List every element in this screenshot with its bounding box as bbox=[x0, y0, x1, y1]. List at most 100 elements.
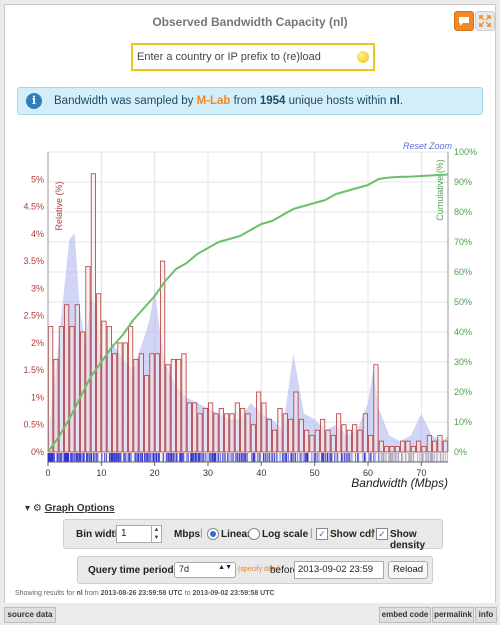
info-text-mid: from bbox=[230, 95, 260, 107]
histogram-bar bbox=[117, 342, 123, 453]
date-value: 2013-09-02 23:59 bbox=[298, 564, 374, 575]
histogram-bar bbox=[314, 429, 320, 453]
source-data-button[interactable]: source data bbox=[4, 607, 56, 623]
x-tick-label: 50 bbox=[310, 468, 320, 478]
search-go-icon[interactable] bbox=[357, 51, 369, 63]
status-to-word: to bbox=[182, 590, 193, 597]
histogram-bar bbox=[154, 353, 160, 453]
histogram-bar bbox=[389, 446, 395, 453]
linear-radio[interactable] bbox=[207, 528, 219, 540]
graph-options-toggle[interactable]: ▾ ⚙ Graph Options bbox=[25, 503, 115, 514]
y-tick-label-left: 4.5% bbox=[23, 202, 44, 212]
search-box bbox=[131, 43, 375, 71]
query-time-panel: Query time period: 7d ▲▼ (specify date) … bbox=[77, 556, 433, 584]
histogram-bar bbox=[341, 424, 347, 453]
y-tick-label-right: 40% bbox=[454, 327, 472, 337]
status-country: nl bbox=[76, 590, 83, 597]
log-scale-radio[interactable] bbox=[248, 528, 260, 540]
histogram-bar bbox=[234, 402, 240, 453]
status-from-word: from bbox=[82, 590, 101, 597]
y-tick-label-right: 90% bbox=[454, 177, 472, 187]
reset-zoom-button[interactable]: Reset Zoom bbox=[403, 141, 453, 151]
y-tick-label-right: 80% bbox=[454, 207, 472, 217]
histogram-bar bbox=[384, 446, 390, 453]
histogram-bar bbox=[362, 413, 368, 453]
histogram-bar bbox=[149, 353, 155, 453]
y-axis-label-right: Cumulative (%) bbox=[435, 159, 445, 221]
histogram-bar bbox=[336, 413, 342, 453]
date-input[interactable]: 2013-09-02 23:59 bbox=[294, 561, 384, 579]
histogram-layer bbox=[48, 173, 448, 453]
histogram-bar bbox=[218, 407, 224, 453]
y-tick-label-right: 30% bbox=[454, 357, 472, 367]
comment-button[interactable] bbox=[454, 11, 474, 31]
y-tick-label-left: 3% bbox=[31, 283, 44, 293]
histogram-bar bbox=[58, 326, 64, 453]
y-tick-label-right: 50% bbox=[454, 297, 472, 307]
status-pre: Showing results for bbox=[15, 590, 77, 597]
y-tick-label-left: 1% bbox=[31, 392, 44, 402]
histogram-bar bbox=[250, 424, 256, 453]
histogram-bar bbox=[240, 407, 246, 453]
histogram-bar bbox=[400, 440, 406, 453]
histogram-bar bbox=[165, 364, 171, 453]
histogram-bar bbox=[357, 429, 363, 453]
histogram-bar bbox=[304, 429, 310, 453]
histogram-bar bbox=[101, 320, 107, 453]
status-from: 2013-08-26 23:59:58 UTC bbox=[100, 590, 183, 597]
histogram-bar bbox=[421, 446, 427, 453]
histogram-bar bbox=[106, 326, 112, 453]
histogram-bar bbox=[197, 413, 203, 453]
histogram-bar bbox=[96, 293, 102, 453]
y-tick-label-left: 0.5% bbox=[23, 420, 44, 430]
y-tick-label-right: 60% bbox=[454, 267, 472, 277]
info-banner: i Bandwidth was sampled by M-Lab from 19… bbox=[17, 87, 483, 115]
histogram-bar bbox=[426, 435, 432, 453]
histogram-bar bbox=[64, 304, 70, 453]
embed-code-button[interactable]: embed code bbox=[379, 607, 431, 623]
show-density-checkbox[interactable]: ✓ bbox=[376, 528, 388, 540]
histogram-bar bbox=[128, 326, 134, 453]
histogram-bar bbox=[144, 375, 150, 453]
country-code: nl bbox=[389, 95, 400, 107]
select-arrows-icon: ▲▼ bbox=[218, 564, 232, 571]
search-input[interactable] bbox=[135, 47, 349, 67]
histogram-bar bbox=[416, 440, 422, 453]
histogram-bar bbox=[85, 266, 91, 453]
histogram-bar bbox=[181, 353, 187, 453]
linear-label: Linear bbox=[221, 529, 252, 540]
info-button[interactable]: info bbox=[475, 607, 497, 623]
x-tick-label: 0 bbox=[45, 468, 50, 478]
histogram-bar bbox=[437, 435, 443, 453]
y-axis-label-left: Relative (%) bbox=[54, 181, 64, 230]
show-cdf-checkbox[interactable]: ✓ bbox=[316, 528, 328, 540]
histogram-bar bbox=[378, 440, 384, 453]
info-text-end: . bbox=[399, 95, 404, 107]
graph-options-label[interactable]: Graph Options bbox=[44, 503, 115, 514]
histogram-bar bbox=[69, 326, 75, 453]
bin-width-value: 1 bbox=[121, 528, 127, 539]
separator: | bbox=[310, 528, 313, 539]
histogram-bar bbox=[272, 429, 278, 453]
rug-background bbox=[48, 453, 448, 462]
histogram-bar bbox=[245, 413, 251, 453]
show-density-label: Show density bbox=[390, 529, 426, 551]
bandwidth-chart[interactable]: 0 10 20 30 40 50 60 70 0% 0.5% 1% 1.5% 2% 2.5% 3% 3.5% 4… bbox=[0, 0, 500, 500]
histogram-bar bbox=[224, 413, 230, 453]
y-tick-label-right: 20% bbox=[454, 387, 472, 397]
specify-date-link[interactable]: (specify date) bbox=[238, 566, 281, 573]
fullscreen-button[interactable] bbox=[475, 11, 495, 31]
histogram-bar bbox=[202, 407, 208, 453]
reload-button[interactable]: Reload bbox=[388, 561, 428, 579]
permalink-button[interactable]: permalink bbox=[432, 607, 474, 623]
histogram-bar bbox=[48, 326, 54, 453]
source-link[interactable]: M-Lab bbox=[196, 95, 231, 107]
stepper-arrows-icon[interactable]: ▲ ▼ bbox=[151, 526, 161, 542]
y-tick-label-right: 10% bbox=[454, 417, 472, 427]
period-select[interactable]: 7d ▲▼ bbox=[174, 562, 236, 578]
histogram-bar bbox=[133, 358, 139, 453]
bin-width-stepper[interactable]: 1 ▲ ▼ bbox=[116, 525, 162, 543]
info-text-pre: Bandwidth was sampled by bbox=[54, 95, 197, 107]
histogram-bar bbox=[432, 440, 438, 453]
histogram-bar bbox=[256, 391, 262, 453]
